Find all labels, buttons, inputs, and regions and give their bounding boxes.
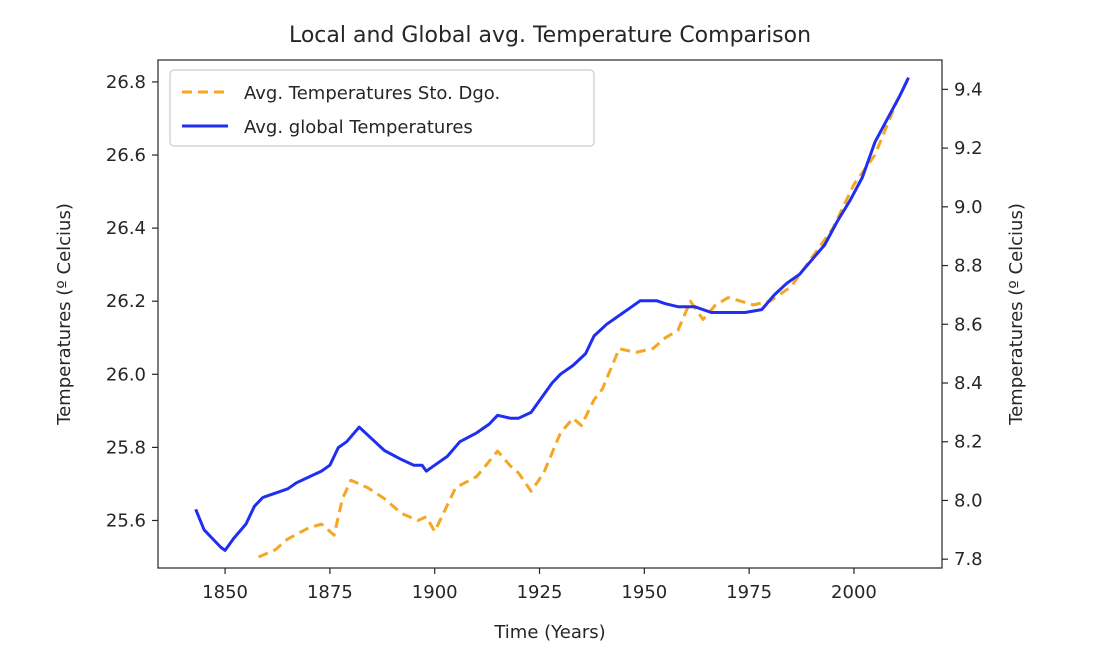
legend-box — [169, 69, 595, 147]
y-left-tick-label: 26.6 — [106, 145, 146, 166]
y-axis-right-title: Temperatures (º Celcius) — [1006, 203, 1027, 426]
x-tick-label: 1900 — [412, 582, 458, 603]
series-line-global — [194, 76, 910, 552]
y-right-tick-label: 8.0 — [954, 490, 983, 511]
y-left-tick-label: 26.2 — [106, 291, 146, 312]
axes-layer: 1850 1875 1900 1925 1950 1975 2000 25.6 25.8 26.0… — [106, 72, 983, 603]
y-right-tick-label: 8.8 — [954, 256, 983, 277]
x-tick-label: 1875 — [307, 582, 353, 603]
x-tick-label: 1850 — [202, 582, 248, 603]
y-right-tick-label: 7.8 — [954, 549, 983, 570]
plot-frame — [157, 59, 943, 569]
x-tick-label: 1975 — [726, 582, 772, 603]
y-left-tick-label: 26.4 — [106, 218, 146, 239]
series-layer — [194, 76, 910, 559]
y-left-tick-label: 25.8 — [106, 437, 146, 458]
y-right-tick-label: 8.6 — [954, 314, 983, 335]
legend-label-global: Avg. global Temperatures — [244, 117, 473, 138]
x-axis-title: Time (Years) — [493, 622, 605, 643]
y-right-tick-label: 9.4 — [954, 79, 983, 100]
y-right-tick-label: 9.0 — [954, 197, 983, 218]
x-tick-label: 1925 — [517, 582, 563, 603]
y-right-tick-label: 8.4 — [954, 373, 983, 394]
y-left-tick-label: 25.6 — [106, 510, 146, 531]
y-right-tick-label: 9.2 — [954, 138, 983, 159]
y-left-tick-label: 26.0 — [106, 364, 146, 385]
legend-label-local: Avg. Temperatures Sto. Dgo. — [244, 83, 500, 104]
y-right-tick-label: 8.2 — [954, 432, 983, 453]
series-line-local — [258, 77, 910, 559]
x-tick-label: 1950 — [621, 582, 667, 603]
legend: Avg. Temperatures Sto. Dgo. Avg. global … — [169, 69, 595, 147]
y-left-tick-label: 26.8 — [106, 72, 146, 93]
x-tick-label: 2000 — [831, 582, 877, 603]
y-axis-left-title: Temperatures (º Celcius) — [54, 203, 75, 426]
chart-title: Local and Global avg. Temperature Compar… — [289, 23, 811, 48]
